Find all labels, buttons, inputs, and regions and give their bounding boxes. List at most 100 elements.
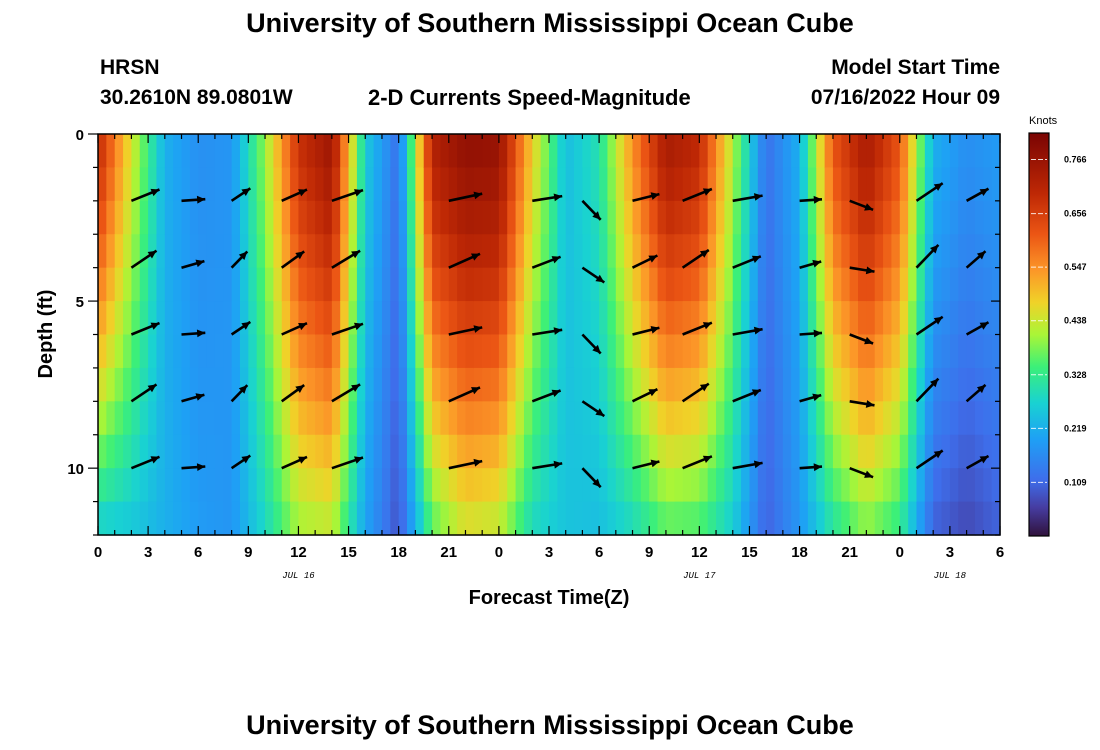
heatmap-cell [131, 167, 141, 202]
heatmap-cell [131, 401, 141, 436]
heatmap-cell [515, 301, 525, 336]
heatmap-cell [440, 401, 450, 436]
heatmap-cell [540, 501, 550, 536]
current-arrow [799, 329, 823, 338]
heatmap-cell [515, 167, 525, 202]
heatmap-cell [298, 301, 308, 336]
heatmap-cell [306, 200, 316, 235]
heatmap-cell [791, 434, 801, 469]
heatmap-cell [924, 434, 934, 469]
heatmap-cell [265, 468, 274, 503]
heatmap-cell [590, 301, 600, 336]
heatmap-cell [782, 134, 792, 169]
heatmap-cell [214, 301, 224, 336]
heatmap-cell [490, 200, 500, 235]
heatmap-cell [189, 234, 199, 269]
heatmap-cell [490, 334, 500, 369]
heatmap-cell [415, 167, 425, 202]
heatmap-cell [607, 367, 617, 402]
heatmap-cell [189, 501, 199, 536]
heatmap-cell [106, 367, 116, 402]
heatmap-cell [574, 367, 584, 402]
heatmap-cell [582, 134, 592, 169]
heatmap-cell [398, 434, 408, 469]
heatmap-cell [498, 200, 508, 235]
heatmap-cell [198, 501, 208, 536]
colorbar-units: Knots [1029, 115, 1058, 127]
heatmap-cell [682, 434, 692, 469]
heatmap-cell [381, 167, 391, 202]
heatmap-cell [123, 200, 133, 235]
heatmap-cell [824, 501, 834, 536]
heatmap-cell [690, 401, 700, 436]
heatmap-cell [365, 468, 375, 503]
heatmap-cell [323, 501, 333, 536]
heatmap-cell [181, 200, 191, 235]
heatmap-cell [607, 134, 617, 169]
heatmap-cell [557, 301, 567, 336]
heatmap-cell [716, 367, 725, 402]
heatmap-cell [306, 468, 316, 503]
heatmap-cell [164, 167, 174, 202]
heatmap-cell [490, 301, 500, 336]
heatmap-cell [858, 468, 867, 503]
heatmap-cell [106, 434, 116, 469]
heatmap-cell [331, 234, 341, 269]
heatmap-cell [607, 301, 617, 336]
heatmap-cell [381, 334, 391, 369]
heatmap-cell [774, 267, 784, 302]
heatmap-cell [632, 234, 642, 269]
heatmap-cell [114, 468, 124, 503]
heatmap-cell [574, 501, 584, 536]
heatmap-cell [181, 301, 191, 336]
heatmap-cell [899, 334, 909, 369]
colorbar-tick-label: 0.766 [1064, 155, 1087, 165]
heatmap-cell [716, 134, 725, 169]
heatmap-cell [273, 434, 283, 469]
heatmap-cell [373, 334, 383, 369]
current-arrow [799, 195, 823, 204]
heatmap-cell [465, 267, 475, 302]
x-tick-label: 15 [340, 544, 357, 561]
heatmap-cell [924, 200, 934, 235]
heatmap-cell [239, 367, 249, 402]
model-start-value: 07/16/2022 Hour 09 [810, 86, 1000, 109]
heatmap-cell [632, 267, 642, 302]
current-arrow [849, 199, 874, 212]
heatmap-cell [974, 200, 984, 235]
heatmap-cell [640, 200, 650, 235]
heatmap-cell [657, 401, 667, 436]
heatmap-cell [732, 367, 742, 402]
heatmap-cell [432, 134, 442, 169]
heatmap-cell [239, 234, 249, 269]
heatmap-cell [498, 234, 508, 269]
heatmap-cell [298, 134, 308, 169]
heatmap-cell [832, 334, 842, 369]
heatmap-cell [315, 134, 325, 169]
current-arrow [849, 400, 875, 408]
current-arrow [532, 193, 563, 203]
heatmap-cell [816, 468, 826, 503]
heatmap-cell [173, 200, 183, 235]
heatmap-cell [716, 200, 725, 235]
heatmap-cell [824, 234, 834, 269]
heatmap-cell [674, 301, 684, 336]
heatmap-cell [933, 134, 943, 169]
heatmap-cell [774, 367, 784, 402]
heatmap-cell [732, 301, 742, 336]
heatmap-cell [565, 367, 575, 402]
heatmap-cell [949, 434, 959, 469]
heatmap-cell [532, 134, 542, 169]
heatmap-cell [432, 401, 442, 436]
heatmap-cell [949, 401, 959, 436]
heatmap-cell [106, 267, 116, 302]
heatmap-cell [340, 334, 350, 369]
heatmap-cell [98, 501, 107, 536]
heatmap-cell [640, 501, 650, 536]
heatmap-cell [290, 301, 300, 336]
heatmap-cell [407, 334, 416, 369]
heatmap-cell [891, 468, 901, 503]
heatmap-cell [933, 367, 943, 402]
heatmap-cell [131, 134, 141, 169]
heatmap-cell [482, 134, 492, 169]
